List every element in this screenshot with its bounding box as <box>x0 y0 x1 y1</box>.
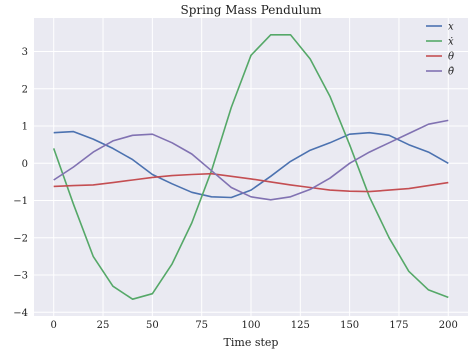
legend-entry: x <box>448 22 454 33</box>
x-tick-label: 50 <box>146 320 159 331</box>
y-tick-labels: −4 −3 −2 −1 0 1 2 3 <box>13 47 28 319</box>
y-tick-label: −3 <box>13 271 28 282</box>
x-tick-label: 125 <box>291 320 310 331</box>
y-tick-label: 1 <box>22 122 28 133</box>
series-line-theta-dot <box>53 119 449 201</box>
legend-entry: ẋ <box>448 37 454 48</box>
y-tick-label: 2 <box>22 84 28 95</box>
y-tick-label: −4 <box>13 308 28 319</box>
x-axis-label: Time step <box>224 336 279 349</box>
x-tick-label: 200 <box>439 320 458 331</box>
y-tick-label: 3 <box>22 47 28 58</box>
legend-entry: θ̇ <box>448 67 454 78</box>
y-tick-label: −1 <box>13 196 28 207</box>
grid <box>34 18 468 316</box>
y-tick-label: −2 <box>13 233 28 244</box>
series-line-x <box>53 130 449 199</box>
x-tick-label: 175 <box>389 320 408 331</box>
x-tick-label: 0 <box>51 320 57 331</box>
legend: xẋθ θ̇ <box>426 22 454 78</box>
x-tick-label: 100 <box>241 320 260 331</box>
x-tick-label: 75 <box>195 320 208 331</box>
series-layer <box>52 33 449 301</box>
legend-entry: θ <box>448 52 454 63</box>
chart-title: Spring Mass Pendulum <box>181 3 323 17</box>
y-tick-label: 0 <box>22 159 28 170</box>
x-tick-label: 25 <box>97 320 110 331</box>
x-tick-label: 150 <box>340 320 359 331</box>
x-tick-labels: 0 25 50 75 100 125 150 175 200 <box>51 320 458 331</box>
series-line-x-dot <box>52 33 449 301</box>
series-line-theta <box>53 172 449 193</box>
